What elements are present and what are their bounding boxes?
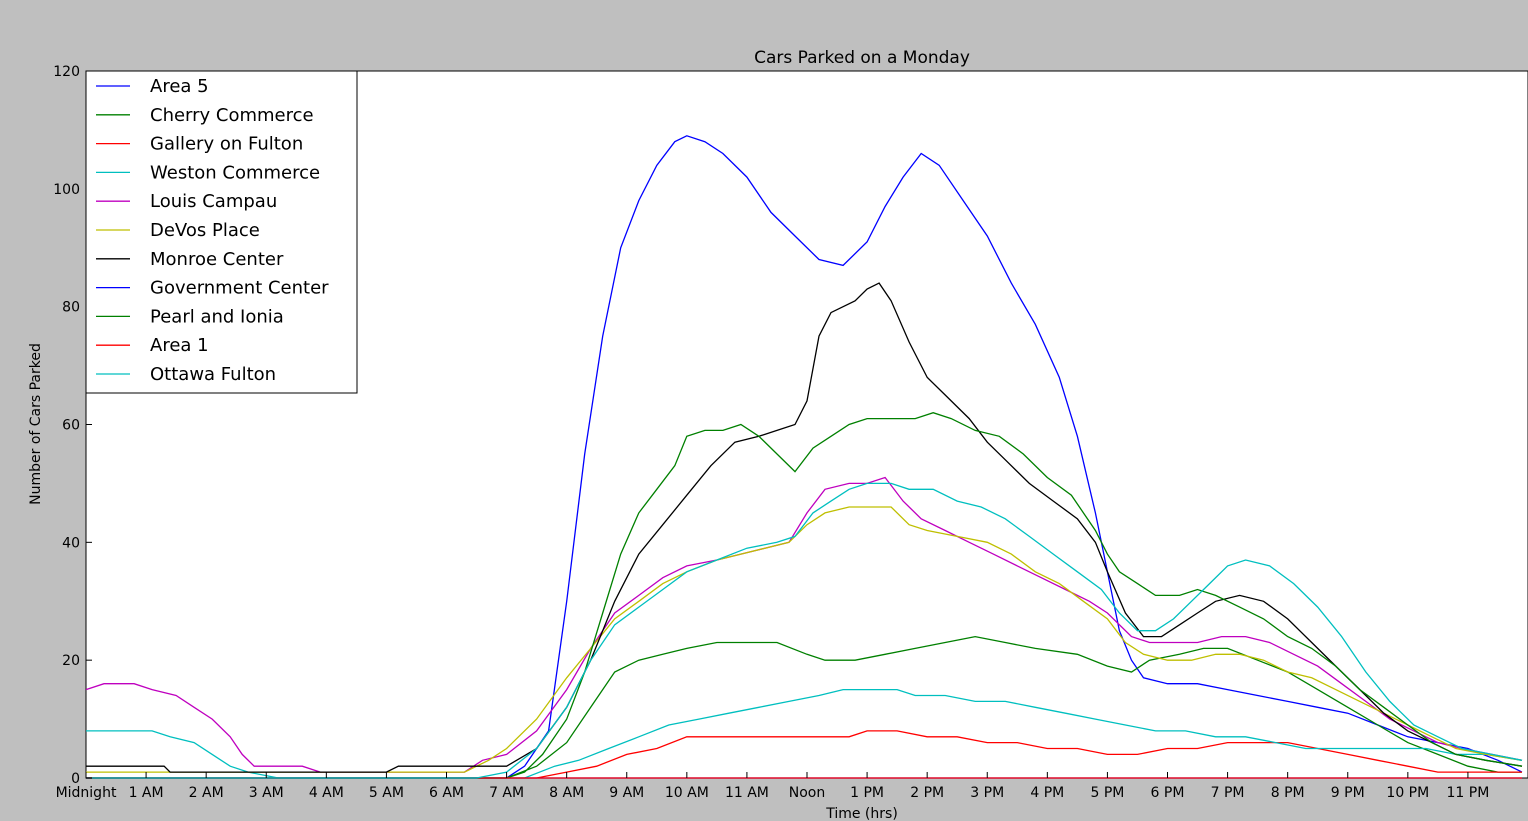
- legend-box: [85, 70, 358, 394]
- y-tick-label: 40: [62, 535, 80, 551]
- legend-label: Weston Commerce: [150, 162, 320, 183]
- x-tick-label: 7 AM: [489, 785, 524, 801]
- x-tick-label: 1 PM: [850, 785, 884, 801]
- x-tick-label: 11 AM: [725, 785, 769, 801]
- x-tick-label: 1 AM: [129, 785, 164, 801]
- x-tick-label: 8 PM: [1271, 785, 1305, 801]
- x-tick-label: 3 PM: [970, 785, 1004, 801]
- x-tick-label: 3 AM: [249, 785, 284, 801]
- x-tick-label: 8 AM: [549, 785, 584, 801]
- x-tick-label: 2 PM: [910, 785, 944, 801]
- x-tick-label: 6 AM: [429, 785, 464, 801]
- series-line-ottawa-fulton: [86, 482, 1523, 779]
- x-tick-label: 11 PM: [1447, 785, 1490, 801]
- series-line-cherry-commerce: [86, 635, 1522, 779]
- y-tick-label: 20: [62, 653, 80, 669]
- x-tick-label: 6 PM: [1151, 785, 1185, 801]
- legend-label: Louis Campau: [150, 191, 277, 212]
- y-axis-label: Number of Cars Parked: [28, 343, 44, 505]
- legend-label: Cherry Commerce: [150, 105, 314, 126]
- legend: Area 5 Cherry Commerce Gallery on Fulton We…: [85, 70, 358, 394]
- legend-label: Gallery on Fulton: [150, 134, 303, 155]
- series-layer: [85, 135, 1523, 779]
- y-tick-label: 0: [71, 771, 80, 787]
- series-line-monroe-center: [86, 282, 1523, 773]
- x-tick-label: Midnight: [56, 785, 117, 801]
- legend-label: Government Center: [150, 278, 329, 299]
- legend-label: Pearl and Ionia: [150, 306, 284, 327]
- x-tick-label: 4 PM: [1030, 785, 1064, 801]
- legend-label: Ottawa Fulton: [150, 364, 276, 385]
- x-tick-label: 9 PM: [1331, 785, 1365, 801]
- x-tick-label: 4 AM: [309, 785, 344, 801]
- y-tick-label: 80: [62, 300, 80, 316]
- chart-title: Cars Parked on a Monday: [754, 48, 970, 68]
- x-tick-label: 9 AM: [609, 785, 644, 801]
- x-axis-label: Time (hrs): [825, 806, 898, 821]
- series-line-louis-campau: [85, 476, 1523, 773]
- legend-label: Monroe Center: [150, 249, 284, 270]
- series-line-devos-place: [86, 506, 1523, 773]
- series-line-weston-commerce: [86, 688, 1523, 779]
- series-line-gallery-on-fulton: [86, 730, 1522, 779]
- series-line-pearl-and-ionia: [86, 412, 1523, 779]
- y-axis: 0 20 40 60 80 100 120: [53, 64, 92, 787]
- x-tick-label: 10 AM: [665, 785, 709, 801]
- y-tick-label: 60: [62, 418, 80, 434]
- x-tick-label: 5 PM: [1090, 785, 1124, 801]
- y-tick-label: 100: [53, 182, 80, 198]
- x-axis: Midnight 1 AM 2 AM 3 AM 4 AM 5 AM 6 AM 7 AM 8 AM…: [56, 772, 1490, 801]
- x-tick-label: Noon: [789, 785, 825, 801]
- x-tick-label: 5 AM: [369, 785, 404, 801]
- legend-label: Area 1: [150, 335, 209, 356]
- x-tick-label: 7 PM: [1211, 785, 1245, 801]
- x-tick-label: 10 PM: [1386, 785, 1429, 801]
- series-line-area-5: [86, 135, 1523, 779]
- x-tick-label: 2 AM: [189, 785, 224, 801]
- legend-label: Area 5: [150, 76, 209, 97]
- legend-label: DeVos Place: [150, 220, 260, 241]
- y-tick-label: 120: [53, 64, 80, 80]
